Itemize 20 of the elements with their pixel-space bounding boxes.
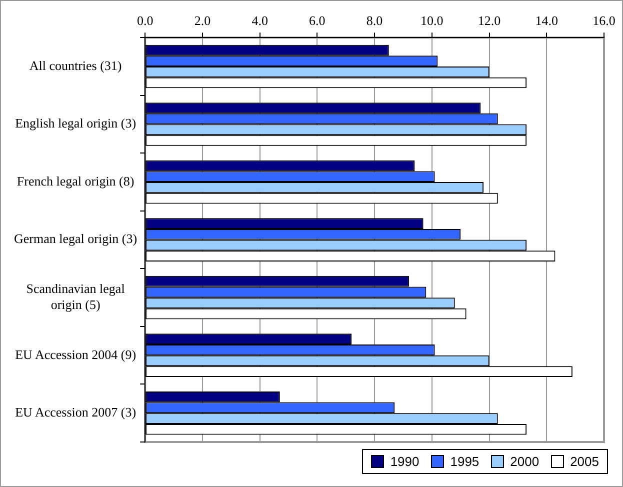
legend-label: 2000 xyxy=(510,454,540,469)
x-tick-label: 12.0 xyxy=(478,13,501,28)
x-tick-label: 4.0 xyxy=(252,13,268,28)
legend-label: 1995 xyxy=(450,454,480,469)
y-tick-label: Scandinavian legal origin (5) xyxy=(26,281,126,312)
x-tick-label: 16.0 xyxy=(592,13,616,28)
y-tick-label: All countries (31) xyxy=(29,58,122,73)
y-tick-label: EU Accession 2004 (9) xyxy=(15,346,136,362)
x-tick-label: 14.0 xyxy=(535,13,558,28)
x-tick-label: 8.0 xyxy=(366,13,383,28)
x-tick-label: 2.0 xyxy=(194,13,211,28)
y-tick-label: German legal origin (3) xyxy=(14,231,138,246)
y-tick-label: English legal origin (3) xyxy=(15,116,136,131)
y-tick-label: EU Accession 2007 (3) xyxy=(15,404,136,420)
y-tick-label: French legal origin (8) xyxy=(16,173,134,188)
legend-label: 1990 xyxy=(390,454,420,469)
x-tick-label: 6.0 xyxy=(309,13,326,28)
text: 2005 xyxy=(570,454,599,469)
x-tick-label: 0.0 xyxy=(136,13,154,28)
x-tick-label: 10.0 xyxy=(420,13,444,28)
